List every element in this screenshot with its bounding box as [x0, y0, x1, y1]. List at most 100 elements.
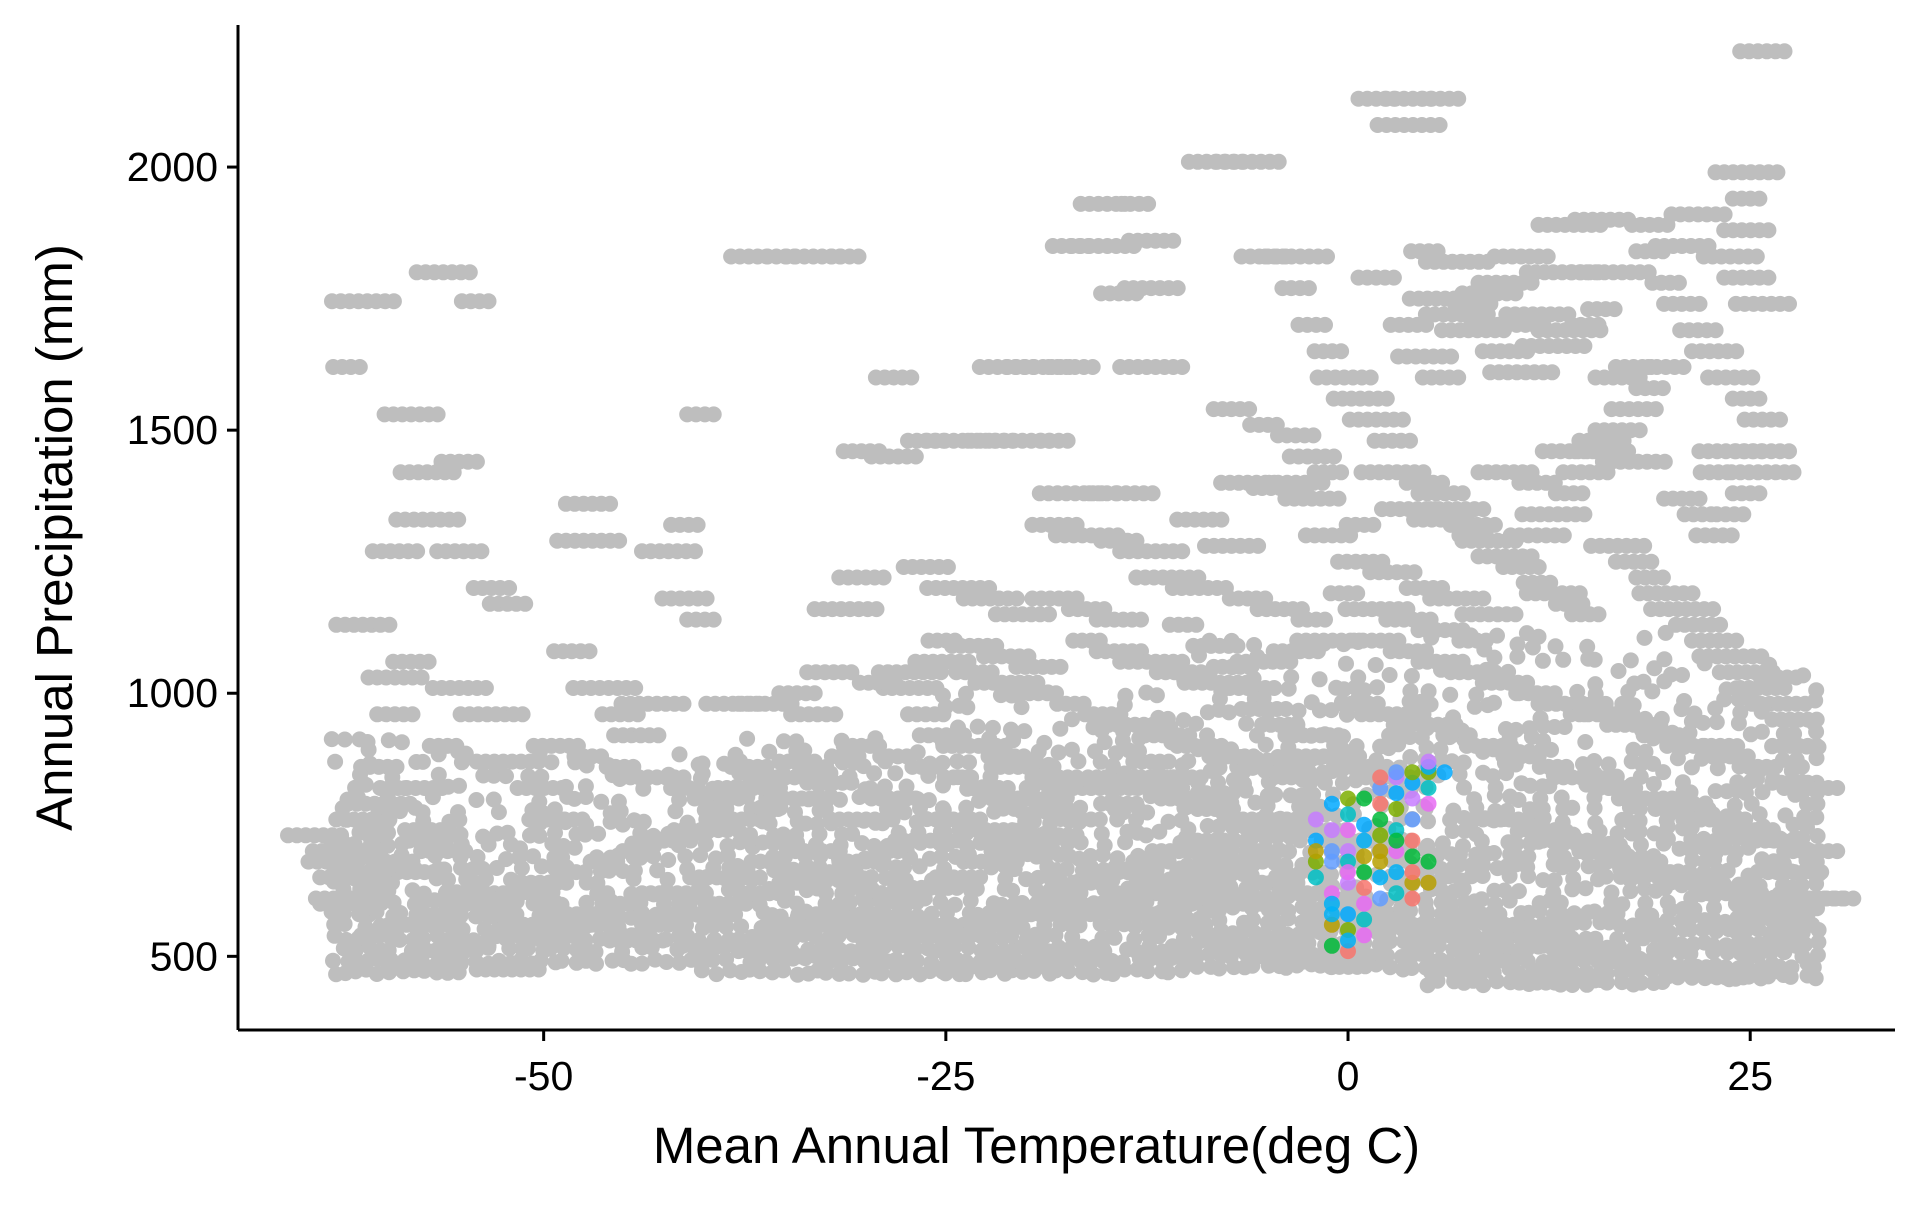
background-point	[465, 932, 482, 949]
background-point	[436, 861, 453, 878]
background-point	[1169, 280, 1186, 297]
background-point	[1532, 710, 1549, 727]
background-point	[514, 706, 531, 723]
background-point	[1547, 638, 1564, 655]
highlight-point	[1340, 790, 1356, 807]
background-point	[1165, 232, 1182, 249]
background-point	[742, 826, 758, 843]
background-point	[1586, 789, 1603, 806]
highlight-point	[1388, 801, 1405, 817]
background-point	[509, 875, 526, 891]
background-point	[777, 885, 794, 902]
background-point	[590, 825, 607, 842]
background-point	[1772, 830, 1789, 847]
background-point	[1507, 606, 1524, 623]
background-point	[959, 769, 976, 786]
background-point	[1368, 752, 1385, 769]
background-point	[416, 826, 432, 843]
background-point	[486, 907, 503, 924]
background-point	[485, 791, 502, 808]
background-point	[1707, 322, 1724, 339]
background-point	[854, 835, 870, 852]
background-point	[1036, 734, 1053, 751]
background-point	[614, 943, 631, 960]
background-point	[1794, 774, 1811, 791]
background-point	[1674, 667, 1690, 683]
background-point	[577, 932, 594, 949]
background-point	[407, 861, 424, 878]
background-point	[649, 862, 666, 879]
background-point	[414, 804, 431, 821]
background-point	[1794, 924, 1811, 941]
background-point	[1272, 810, 1289, 827]
highlight-point	[1356, 848, 1373, 865]
background-point	[761, 743, 778, 760]
background-point	[1335, 728, 1351, 745]
background-point	[468, 953, 485, 970]
background-point	[984, 719, 1001, 736]
background-point	[796, 742, 813, 759]
background-point	[885, 893, 902, 910]
background-point	[1083, 779, 1100, 796]
background-point	[424, 789, 441, 806]
background-point	[413, 669, 430, 686]
background-point	[1475, 590, 1492, 607]
background-point	[971, 816, 988, 832]
background-point	[409, 543, 426, 560]
background-point	[325, 952, 341, 969]
background-point	[335, 881, 352, 898]
highlight-point	[1340, 932, 1356, 949]
background-point	[1691, 490, 1708, 507]
background-point	[1016, 723, 1033, 740]
background-point	[934, 687, 951, 704]
background-point	[1675, 359, 1692, 375]
highlight-point	[1340, 806, 1356, 823]
background-point	[877, 753, 894, 770]
background-point	[323, 903, 340, 920]
background-point	[699, 824, 715, 841]
background-point	[1664, 724, 1681, 741]
background-point	[797, 919, 814, 936]
background-point	[635, 780, 652, 797]
background-point	[1753, 443, 1770, 460]
background-point	[1117, 687, 1134, 704]
background-point	[727, 906, 744, 923]
background-point	[1176, 902, 1193, 919]
background-point	[874, 815, 891, 832]
background-point	[1631, 800, 1648, 817]
background-point	[1786, 726, 1803, 742]
background-point	[1444, 662, 1461, 679]
background-point	[817, 800, 834, 817]
background-point	[1486, 516, 1503, 533]
background-point	[1139, 885, 1156, 902]
background-point	[689, 516, 706, 533]
background-point	[1805, 715, 1822, 732]
background-point	[1675, 739, 1692, 755]
background-point	[1013, 699, 1030, 716]
highlight-point	[1420, 780, 1437, 796]
background-point	[890, 824, 907, 841]
background-point	[1266, 680, 1283, 696]
background-point	[439, 954, 456, 971]
background-point	[909, 744, 926, 761]
background-point	[1270, 153, 1287, 170]
background-point	[1403, 668, 1420, 684]
background-point	[863, 905, 880, 922]
background-point	[1104, 792, 1121, 808]
background-point	[1776, 43, 1793, 60]
background-point	[1761, 656, 1778, 673]
background-point	[1606, 301, 1623, 318]
background-point	[1523, 274, 1540, 291]
background-point	[903, 369, 920, 386]
background-point	[380, 824, 396, 841]
background-point	[934, 734, 951, 751]
background-point	[1546, 474, 1563, 491]
background-point	[1785, 464, 1802, 481]
background-point	[1277, 701, 1294, 717]
highlight-point	[1420, 874, 1437, 891]
background-point	[1070, 753, 1087, 770]
background-point	[1486, 845, 1502, 861]
highlight-point	[1388, 785, 1405, 802]
background-point	[1489, 627, 1505, 644]
background-point	[1653, 710, 1670, 727]
